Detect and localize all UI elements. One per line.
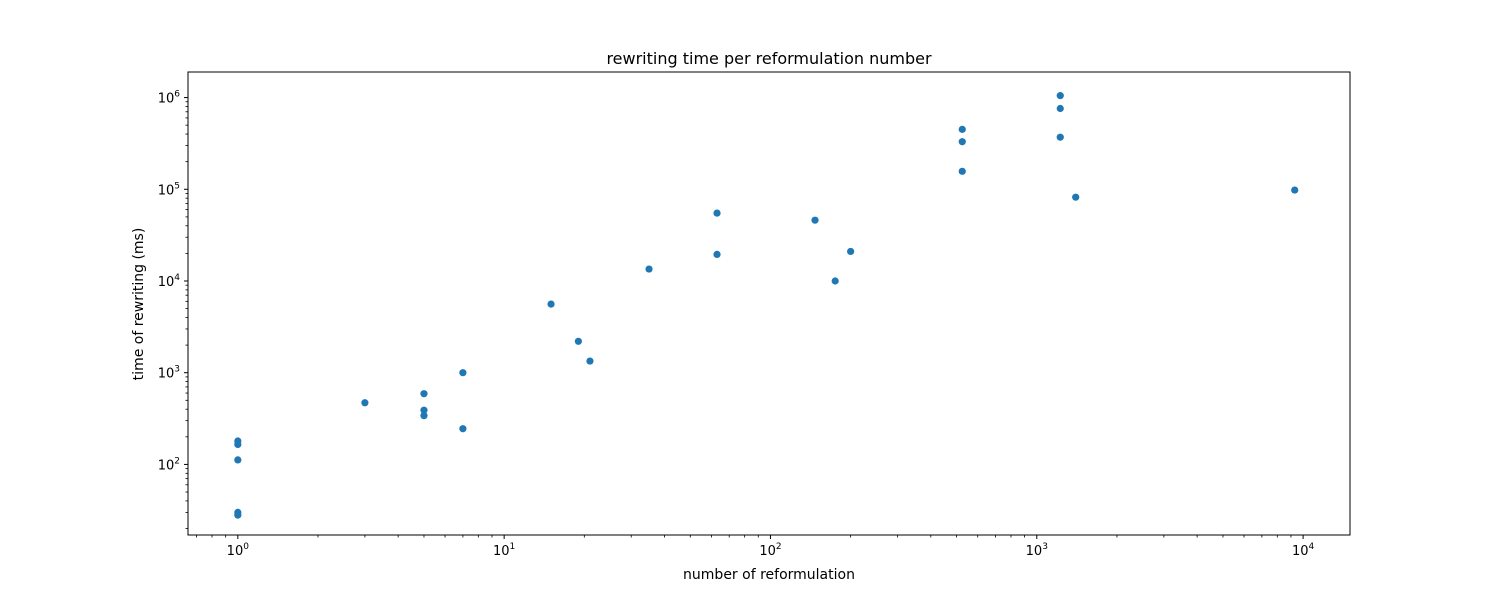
y-tick-label: 102 [158, 456, 180, 473]
data-point [713, 209, 721, 217]
y-tick-label: 104 [158, 273, 181, 290]
data-point [1056, 92, 1064, 100]
data-point [420, 390, 428, 398]
data-point [811, 216, 819, 224]
data-point [234, 511, 242, 519]
data-point [420, 412, 428, 420]
data-point [958, 138, 966, 146]
data-point [234, 440, 242, 449]
data-point [361, 399, 369, 407]
y-axis-label: time of rewriting (ms) [131, 228, 147, 381]
data-point [645, 265, 653, 273]
chart-title: rewriting time per reformulation number [606, 49, 932, 68]
data-point [847, 247, 855, 256]
data-point [574, 337, 582, 345]
data-point [1056, 104, 1064, 113]
data-point [958, 167, 966, 175]
y-tick-label: 105 [158, 181, 180, 198]
data-point [547, 300, 555, 308]
x-tick-label: 100 [227, 542, 250, 559]
data-point [459, 369, 467, 377]
data-point [586, 357, 594, 365]
data-point [420, 406, 428, 414]
data-point [1072, 193, 1080, 201]
data-point [958, 125, 966, 133]
y-tick-label: 106 [158, 90, 181, 107]
data-point [1056, 133, 1064, 141]
axis-ticks: 100 101 102 103 104 102 103 104 105 106 [158, 90, 1315, 559]
x-tick-label: 104 [1292, 542, 1315, 559]
plot-frame [187, 71, 1351, 536]
x-tick-label: 103 [1026, 542, 1048, 559]
x-axis-label: number of reformulation [683, 567, 855, 583]
data-point [713, 250, 721, 258]
y-tick-label: 103 [158, 365, 180, 382]
data-point [831, 277, 839, 285]
plot-background [188, 72, 1350, 535]
x-tick-label: 102 [759, 542, 781, 559]
data-point [459, 425, 467, 433]
data-point [234, 456, 242, 464]
data-points [234, 92, 1299, 519]
x-tick-label: 101 [493, 542, 515, 559]
data-point [1291, 186, 1299, 194]
